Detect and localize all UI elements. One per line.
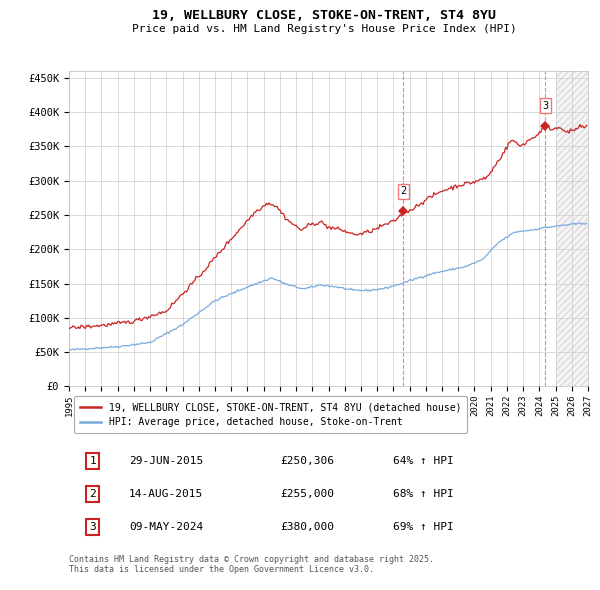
Text: 64% ↑ HPI: 64% ↑ HPI xyxy=(393,455,454,466)
Text: 2: 2 xyxy=(400,186,407,196)
Legend: 19, WELLBURY CLOSE, STOKE-ON-TRENT, ST4 8YU (detached house), HPI: Average price: 19, WELLBURY CLOSE, STOKE-ON-TRENT, ST4 … xyxy=(74,396,467,432)
Text: £255,000: £255,000 xyxy=(280,489,334,499)
Text: Contains HM Land Registry data © Crown copyright and database right 2025.
This d: Contains HM Land Registry data © Crown c… xyxy=(69,555,434,574)
Text: 3: 3 xyxy=(542,101,548,110)
Text: 14-AUG-2015: 14-AUG-2015 xyxy=(129,489,203,499)
Text: 19, WELLBURY CLOSE, STOKE-ON-TRENT, ST4 8YU: 19, WELLBURY CLOSE, STOKE-ON-TRENT, ST4 … xyxy=(152,9,496,22)
Text: 29-JUN-2015: 29-JUN-2015 xyxy=(129,455,203,466)
Text: £380,000: £380,000 xyxy=(280,522,334,532)
Text: £250,306: £250,306 xyxy=(280,455,334,466)
Text: 2: 2 xyxy=(89,489,97,499)
Text: 09-MAY-2024: 09-MAY-2024 xyxy=(129,522,203,532)
Bar xyxy=(556,71,588,386)
Text: Price paid vs. HM Land Registry's House Price Index (HPI): Price paid vs. HM Land Registry's House … xyxy=(131,24,517,34)
Text: 1: 1 xyxy=(89,455,97,466)
Text: 69% ↑ HPI: 69% ↑ HPI xyxy=(393,522,454,532)
Text: 3: 3 xyxy=(89,522,97,532)
Text: 68% ↑ HPI: 68% ↑ HPI xyxy=(393,489,454,499)
